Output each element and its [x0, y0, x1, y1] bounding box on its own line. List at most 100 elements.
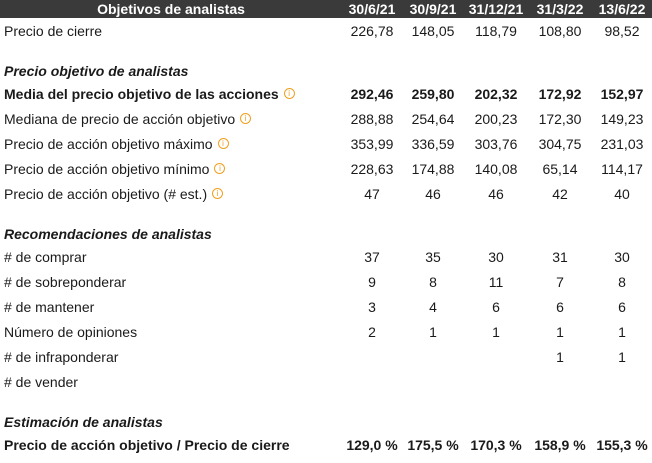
date-header: 30/6/21	[348, 1, 396, 17]
cell: 65,14	[542, 160, 578, 177]
cell: 254,64	[411, 110, 455, 127]
cell: 46	[488, 185, 504, 202]
table-row-target-median: Mediana de precio de acción objetivo i 28…	[0, 106, 652, 131]
cell: 288,88	[350, 110, 394, 127]
cell: 6	[618, 298, 626, 315]
spacer	[0, 206, 652, 219]
section-heading-target: Precio objetivo de analistas	[0, 56, 652, 81]
info-icon[interactable]: i	[217, 138, 229, 149]
table-row-target-max: Precio de acción objetivo máximo i 353,99…	[0, 131, 652, 156]
cell: 140,08	[474, 160, 518, 177]
table-row-overweight: # de sobreponderar 9 8 11 7 8	[0, 269, 652, 294]
table-row-close-price: Precio de cierre 226,78 148,05 118,79 10…	[0, 18, 652, 43]
cell: 1	[556, 348, 564, 365]
cell: 8	[429, 273, 437, 290]
cell: 172,92	[538, 85, 582, 102]
table-row-target-min: Precio de acción objetivo mínimo i 228,63…	[0, 156, 652, 181]
section-title: Recomendaciones de analistas	[4, 226, 212, 242]
info-icon[interactable]: i	[240, 113, 252, 124]
row-label: Precio de acción objetivo / Precio de ci…	[4, 436, 290, 453]
row-label: # de mantener	[4, 298, 95, 315]
cell: 148,05	[411, 22, 455, 39]
cell: 30	[614, 248, 630, 265]
cell: 149,23	[600, 110, 644, 127]
cell: 1	[618, 348, 626, 365]
cell: 31	[552, 248, 568, 265]
cell: 30	[488, 248, 504, 265]
spacer	[0, 43, 652, 56]
row-label: Precio de acción objetivo (# est.)	[4, 185, 208, 202]
table-row-opinions: Número de opiniones 2 1 1 1 1	[0, 319, 652, 344]
cell: 1	[556, 323, 564, 340]
cell: 172,30	[538, 110, 582, 127]
table-title: Objetivos de analistas	[97, 1, 245, 17]
section-title: Precio objetivo de analistas	[4, 63, 189, 79]
cell: 1	[618, 323, 626, 340]
cell: 108,80	[538, 22, 582, 39]
cell: 226,78	[350, 22, 394, 39]
cell: 8	[618, 273, 626, 290]
cell: 231,03	[600, 135, 644, 152]
cell: 42	[552, 185, 568, 202]
row-label: Precio de acción objetivo máximo	[4, 135, 213, 152]
cell: 155,3 %	[596, 436, 648, 453]
cell: 170,3 %	[470, 436, 522, 453]
cell: 1	[492, 323, 500, 340]
cell: 118,79	[475, 22, 517, 39]
date-header: 31/3/22	[536, 1, 584, 17]
cell: 353,99	[350, 135, 394, 152]
cell: 6	[556, 298, 564, 315]
date-header: 13/6/22	[598, 1, 646, 17]
table-row-target-mean: Media del precio objetivo de las accione…	[0, 81, 652, 106]
table-row-target-estimates: Precio de acción objetivo (# est.) i 47 4…	[0, 181, 652, 206]
cell: 200,23	[474, 110, 518, 127]
cell: 292,46	[350, 85, 394, 102]
row-label: # de infraponderar	[4, 348, 119, 365]
cell: 259,80	[411, 85, 455, 102]
cell: 304,75	[538, 135, 582, 152]
cell: 1	[429, 323, 437, 340]
row-label: Número de opiniones	[4, 323, 138, 340]
cell: 46	[425, 185, 441, 202]
cell: 336,59	[411, 135, 455, 152]
row-label: Precio de acción objetivo mínimo	[4, 160, 210, 177]
cell: 6	[492, 298, 500, 315]
cell: 152,97	[600, 85, 644, 102]
cell: 114,17	[601, 160, 643, 177]
table-row-buy: # de comprar 37 35 30 31 30	[0, 244, 652, 269]
cell: 35	[425, 248, 441, 265]
section-title: Estimación de analistas	[4, 414, 163, 430]
cell: 2	[368, 323, 376, 340]
table-row-underweight: # de infraponderar 1 1	[0, 344, 652, 369]
cell: 303,76	[474, 135, 518, 152]
row-label: # de comprar	[4, 248, 87, 265]
row-label: Precio de cierre	[4, 22, 103, 39]
info-icon[interactable]: i	[214, 163, 226, 174]
cell: 11	[488, 273, 504, 290]
cell: 9	[368, 273, 376, 290]
table-row-hold: # de mantener 3 4 6 6 6	[0, 294, 652, 319]
info-icon[interactable]: i	[283, 88, 295, 99]
date-header: 30/9/21	[409, 1, 457, 17]
row-label: Media del precio objetivo de las accione…	[4, 85, 279, 102]
row-label: Mediana de precio de acción objetivo	[4, 110, 236, 127]
table-row-sell: # de vender	[0, 369, 652, 394]
row-label: # de vender	[4, 373, 78, 390]
cell: 174,88	[411, 160, 455, 177]
cell: 4	[429, 298, 437, 315]
cell: 202,32	[474, 85, 518, 102]
cell: 158,9 %	[534, 436, 586, 453]
table-header: Objetivos de analistas 30/6/21 30/9/21 3…	[0, 0, 652, 18]
table-row-target-vs-close: Precio de acción objetivo / Precio de ci…	[0, 432, 652, 457]
cell: 40	[614, 185, 630, 202]
cell: 37	[364, 248, 380, 265]
cell: 47	[364, 185, 380, 202]
spacer	[0, 394, 652, 407]
cell: 228,63	[350, 160, 394, 177]
cell: 98,52	[604, 22, 640, 39]
info-icon[interactable]: i	[212, 188, 224, 199]
cell: 175,5 %	[407, 436, 459, 453]
cell: 129,0 %	[346, 436, 398, 453]
cell: 7	[556, 273, 564, 290]
